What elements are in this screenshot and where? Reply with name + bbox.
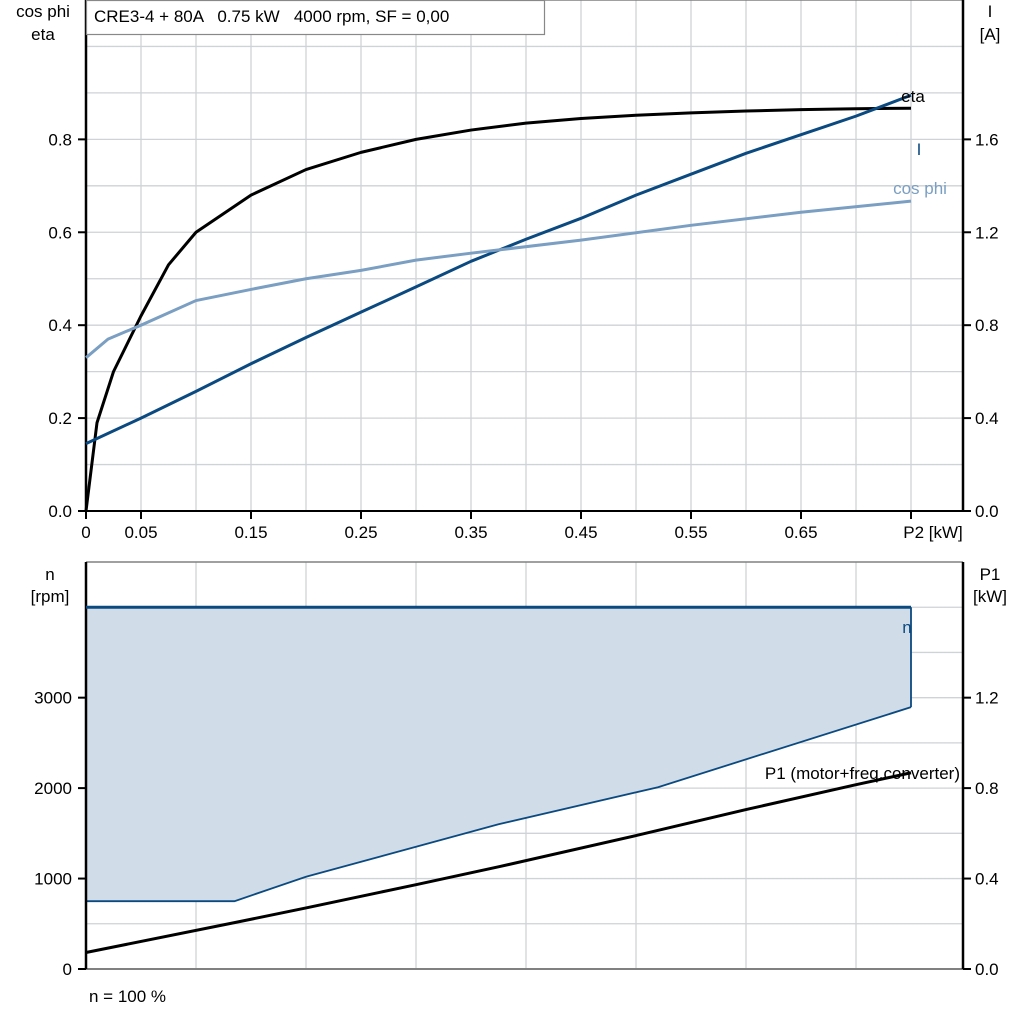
series-line-p1 <box>85 771 912 954</box>
left-y-axis-label: cos phi <box>16 2 70 21</box>
series-label-cos-phi: cos phi <box>893 179 947 198</box>
chart-title: CRE3-4 + 80A 0.75 kW 4000 rpm, SF = 0,00 <box>94 7 449 26</box>
x-tick-label: 0 <box>81 523 90 542</box>
operating-range-area <box>86 607 911 902</box>
left-y-tick-label: 1000 <box>34 870 72 889</box>
left-y-tick-label: 0.8 <box>48 130 72 149</box>
right-y-axis-label: P1 <box>980 565 1001 584</box>
speed-footer-label: n = 100 % <box>89 987 166 1006</box>
x-tick-label: 0.35 <box>454 523 487 542</box>
x-tick-label: 0.05 <box>124 523 157 542</box>
left-y-tick-label: 0.0 <box>48 502 72 521</box>
left-y-axis-label: n <box>45 565 54 584</box>
right-y-axis-unit: [kW] <box>973 587 1007 606</box>
left-y-tick-label: 3000 <box>34 689 72 708</box>
left-y-axis-unit: [rpm] <box>31 587 70 606</box>
top-chart-efficiency-current: 0.0 0.2 0.4 0.6 0.8 0.0 0.4 0.8 1.2 1.6 cos phi eta… <box>16 0 1000 542</box>
series-label-current: I <box>917 140 922 159</box>
right-y-tick-label: 1.6 <box>975 130 999 149</box>
series-line-cos <box>85 199 912 359</box>
x-tick-label: 0.65 <box>784 523 817 542</box>
right-y-tick-label: 0.4 <box>975 870 999 889</box>
right-y-tick-label: 0.0 <box>975 960 999 979</box>
right-y-tick-label: 0.8 <box>975 316 999 335</box>
left-y-tick-label: 0.6 <box>48 223 72 242</box>
x-tick-label: 0.15 <box>234 523 267 542</box>
right-y-tick-label: 0.0 <box>975 502 999 521</box>
right-y-tick-label: 0.4 <box>975 409 999 428</box>
x-tick-label: 0.45 <box>564 523 597 542</box>
left-y-tick-label: 2000 <box>34 779 72 798</box>
x-tick-label: 0.25 <box>344 523 377 542</box>
min-speed-line <box>86 706 912 903</box>
bottom-chart-speed-power: 0 1000 2000 3000 0.0 0.4 0.8 1.2 n [rpm] P1 [kW] n P1… <box>31 561 1007 1006</box>
x-tick-label: 0.55 <box>674 523 707 542</box>
left-y-axis-unit: eta <box>31 25 55 44</box>
right-y-axis-label: I <box>988 2 993 21</box>
left-y-tick-label: 0.4 <box>48 316 72 335</box>
right-y-tick-label: 1.2 <box>975 689 999 708</box>
left-y-tick-label: 0.2 <box>48 409 72 428</box>
right-y-axis-unit: [A] <box>980 25 1001 44</box>
series-label-eta: eta <box>901 87 925 106</box>
right-y-tick-label: 1.2 <box>975 223 999 242</box>
series-line-eta <box>84 106 912 512</box>
right-y-tick-label: 0.8 <box>975 779 999 798</box>
series-label-n: n <box>902 618 911 637</box>
left-y-tick-label: 0 <box>63 960 72 979</box>
series-label-p1: P1 (motor+freq.converter) <box>765 764 960 783</box>
x-axis-label: P2 [kW] <box>903 523 963 542</box>
title-box <box>85 0 546 36</box>
series-line-i <box>85 93 912 446</box>
